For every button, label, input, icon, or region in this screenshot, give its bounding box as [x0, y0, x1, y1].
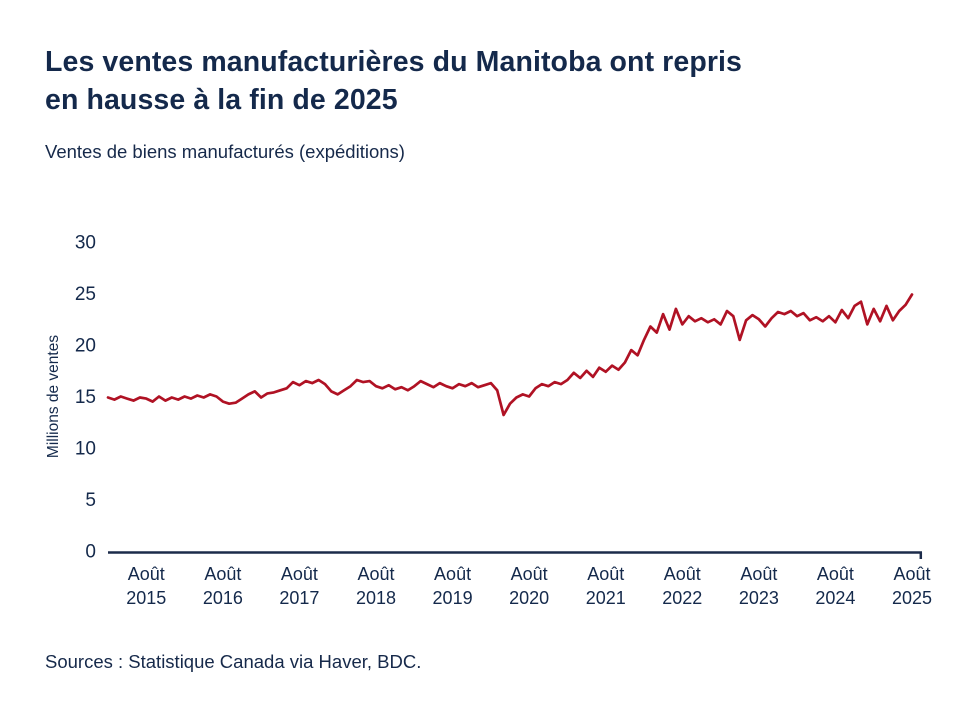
x-axis-tick-year: 2021: [586, 588, 626, 608]
sales-line-series: [106, 293, 914, 417]
x-axis-tick-month: Août: [817, 564, 854, 584]
y-axis-title: Millions de ventes: [45, 335, 62, 458]
x-axis-tick-month: Août: [357, 564, 394, 584]
y-axis-tick-label: 30: [75, 233, 96, 254]
x-axis-tick-month: Août: [128, 564, 165, 584]
x-axis-tick-month: Août: [204, 564, 241, 584]
x-axis-tick-month: Août: [511, 564, 548, 584]
x-axis-tick-month: Août: [587, 564, 624, 584]
y-axis-tick-label: 0: [85, 542, 96, 563]
x-axis-tick-month: Août: [434, 564, 471, 584]
x-axis-tick-year: 2022: [662, 588, 702, 608]
x-axis-tick-year: 2025: [892, 588, 932, 608]
chart-title: Les ventes manufacturières du Manitoba o…: [45, 46, 742, 116]
x-axis-tick-year: 2019: [433, 588, 473, 608]
y-axis-tick-label: 15: [75, 387, 96, 408]
x-axis-tick-month: Août: [664, 564, 701, 584]
x-axis-tick-month: Août: [740, 564, 777, 584]
x-axis-tick-year: 2017: [279, 588, 319, 608]
chart-subtitle: Ventes de biens manufacturés (expédition…: [45, 141, 405, 162]
x-axis-tick-year: 2016: [203, 588, 243, 608]
x-axis-tick-year: 2018: [356, 588, 396, 608]
x-axis-tick-year: 2020: [509, 588, 549, 608]
y-axis-tick-label: 20: [75, 336, 96, 357]
x-axis-tick-month: Août: [281, 564, 318, 584]
chart-source: Sources : Statistique Canada via Haver, …: [45, 651, 422, 672]
x-axis-tick-year: 2024: [815, 588, 855, 608]
y-axis-tick-label: 25: [75, 284, 96, 305]
x-axis-tick-month: Août: [893, 564, 930, 584]
y-axis-tick-label: 10: [75, 439, 96, 460]
x-axis-tick-year: 2015: [126, 588, 166, 608]
y-axis-tick-label: 5: [85, 490, 96, 511]
x-axis-tick-year: 2023: [739, 588, 779, 608]
